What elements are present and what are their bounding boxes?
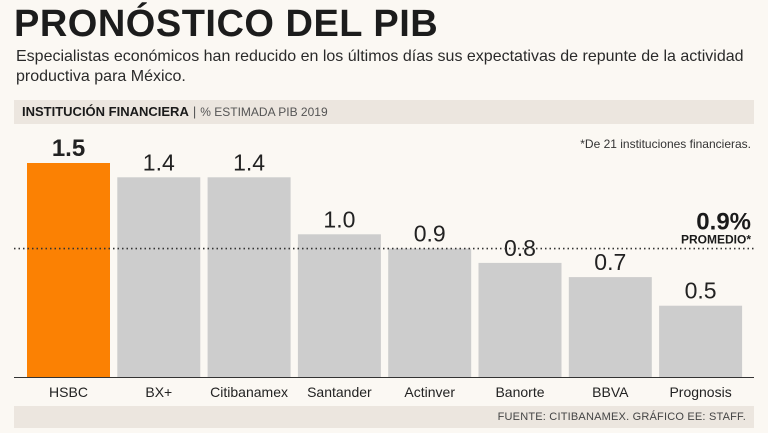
value-label: 1.4 [143,149,175,175]
category-label: HSBC [49,384,88,400]
chart-title: PRONÓSTICO DEL PIB [14,3,439,45]
average-label: PROMEDIO* [681,233,751,247]
category-label: BBVA [592,384,629,400]
metric-column-label: % ESTIMADA PIB 2019 [200,105,328,119]
value-label: 1.5 [52,135,85,162]
value-label: 1.4 [233,149,265,175]
value-label: 0.5 [685,278,717,304]
gdp-forecast-bar-chart: 1.5 HSBC 1.4 BX+ 1.4 Citibanamex 1.0 Santander 0… [14,135,754,400]
source-text: FUENTE: CITIBANAMEX. GRÁFICO EE: STAFF. [497,411,746,423]
category-label: Banorte [495,384,544,400]
category-label: Santander [307,384,372,400]
source-footer: FUENTE: CITIBANAMEX. GRÁFICO EE: STAFF. [14,406,754,428]
bar-bbva [568,277,652,377]
bar-prognosis [659,305,743,377]
header-separator: | [192,104,197,119]
value-label: 0.9 [414,221,446,247]
bar-citibanamex [207,177,291,377]
institution-column-label: INSTITUCIÓN FINANCIERA [22,104,189,119]
chart-subtitle: Especialistas económicos han reducido en… [16,48,744,85]
category-label: Actinver [404,384,455,400]
value-label: 0.7 [594,249,626,275]
bar-bx- [117,177,201,377]
category-label: Citibanamex [210,384,288,400]
bar-santander [297,234,381,377]
footnote: *De 21 instituciones financieras. [580,137,751,151]
column-header-bar: INSTITUCIÓN FINANCIERA |% ESTIMADA PIB 20… [14,100,754,124]
category-label: BX+ [145,384,172,400]
value-label: 1.0 [323,206,355,232]
value-label: 0.8 [504,235,536,261]
bar-banorte [478,262,562,377]
average-value-label: 0.9% [696,209,751,236]
bar-actinver [388,248,472,377]
bar-hsbc [27,163,110,377]
category-label: Prognosis [669,384,731,400]
